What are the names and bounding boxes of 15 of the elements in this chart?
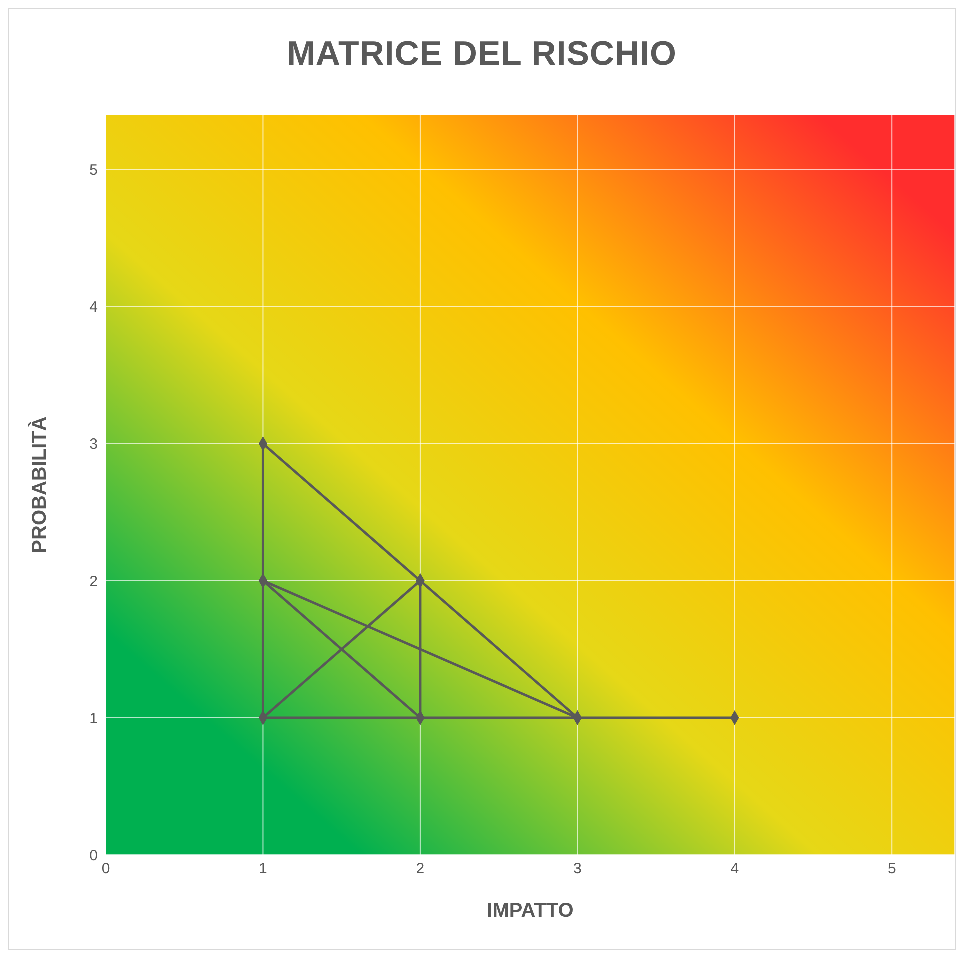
chart-title: MATRICE DEL RISCHIO (286, 34, 678, 75)
x-tick-label: 3 (573, 860, 582, 878)
x-tick-label: 2 (416, 860, 425, 878)
x-axis-title: IMPATTO (487, 900, 574, 922)
y-tick-label: 0 (90, 847, 98, 864)
x-tick-label: 1 (259, 860, 268, 878)
x-tick-label: 5 (888, 860, 896, 878)
y-axis-title: PROBABILITÀ (28, 416, 52, 554)
y-tick-label: 5 (90, 162, 98, 180)
y-tick-label: 2 (90, 573, 98, 590)
y-tick-label: 3 (90, 436, 98, 454)
y-tick-label: 4 (90, 299, 98, 316)
x-tick-label: 0 (102, 860, 110, 878)
x-tick-label: 4 (730, 860, 740, 878)
y-tick-label: 1 (90, 710, 98, 728)
